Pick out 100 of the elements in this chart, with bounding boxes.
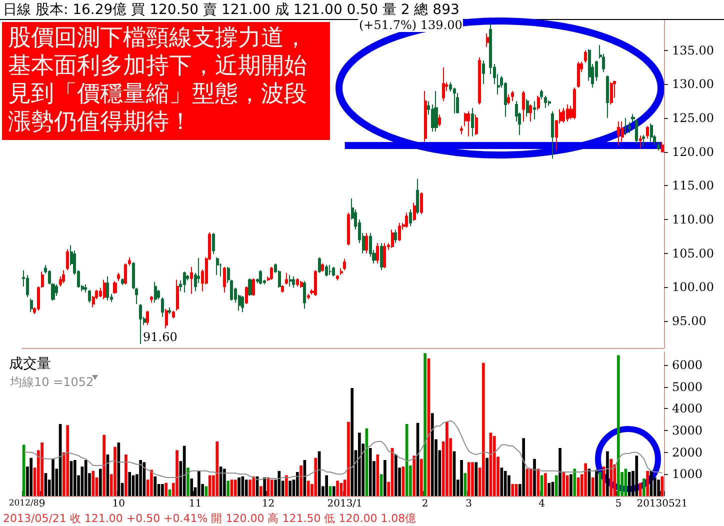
bar [161,484,164,496]
bar [164,482,168,496]
bar [394,454,398,496]
bar [471,462,474,496]
bar [117,442,120,496]
bar [558,448,562,496]
y-tick-label: 2000 [672,445,703,460]
candlestick [216,256,219,276]
candlestick [128,256,131,266]
candlestick [507,94,510,106]
bar [150,470,153,496]
bar [548,482,551,496]
candlestick [183,271,186,294]
candlestick [296,278,299,287]
bar [486,458,489,496]
x-tick-label: 2013/1 [327,498,362,510]
bar [208,475,212,496]
candlestick [292,276,295,288]
candlestick [475,114,478,136]
candlestick [172,310,175,319]
candlestick [544,95,547,108]
candlestick [522,90,525,122]
candlestick [113,280,117,294]
bar [296,472,299,496]
candlestick [551,110,554,160]
candlestick [154,281,157,304]
candlestick [270,266,273,280]
bar [252,476,256,496]
candlestick [146,310,149,326]
candlestick [438,114,441,127]
bar [573,468,576,496]
bar [238,477,240,496]
candlestick [252,278,255,296]
candlestick [562,107,565,124]
bar [508,475,510,496]
annotation: (+51.7%) 139.00 [358,18,464,32]
candlestick [657,141,660,152]
y-tick-label: 130.00 [672,77,714,92]
y-tick-label: 95.00 [672,314,706,328]
candlestick [106,276,109,302]
bar [384,460,386,496]
x-tick-label: 5 [615,498,622,510]
bar [314,458,318,496]
candlestick [150,295,153,304]
candlestick [62,270,65,284]
candlestick [281,284,284,294]
annotation: 股價回測下檔頸線支撐力道，基本面利多加持下，近期開始見到「價穩量縮」型態，波段漲勢仍值得期待！ [2,22,330,140]
y-tick-label: 135.00 [672,43,714,58]
candlestick [606,74,609,119]
candlestick [537,95,540,110]
candlestick [391,229,394,248]
bar [616,355,620,496]
bar [332,486,336,496]
bar [285,475,288,496]
y-tick-label: 105.00 [672,246,714,260]
candlestick [635,118,638,144]
bar [234,480,237,496]
candlestick [259,270,262,285]
bar [522,438,525,496]
candlestick [642,134,645,147]
bar [554,475,558,496]
bar [566,475,569,496]
bar [114,446,116,496]
candlestick [405,212,408,228]
candlestick [409,208,412,227]
x-tick-label: 20130521 [636,498,688,510]
bar [511,484,514,496]
bar [154,476,157,496]
candlestick [325,264,328,277]
bar [446,422,448,496]
candlestick [343,258,346,271]
candlestick [248,278,252,296]
y-tick-label: 1000 [672,467,703,482]
candlestick [300,280,303,288]
candlestick [88,289,91,304]
line-series [23,420,663,480]
bar [376,454,380,496]
y-tick-label: 125.00 [672,111,714,126]
candlestick [621,120,624,142]
bar [300,465,302,496]
candlestick [413,202,416,222]
candlestick [661,141,664,152]
bar [606,451,609,496]
bar [347,422,350,496]
bar [270,480,274,496]
bar [460,460,463,496]
candlestick [336,274,339,281]
bar [430,413,434,496]
candlestick [303,280,306,310]
x-tick-label: 10 [112,498,126,510]
candlestick [420,192,423,215]
bar [412,456,416,496]
candlestick [168,306,171,315]
bar [595,470,598,496]
candlestick [529,104,532,122]
bar [368,448,372,496]
bar [358,432,361,496]
bar [635,456,638,496]
candlestick [84,284,87,294]
candlestick [103,279,106,300]
